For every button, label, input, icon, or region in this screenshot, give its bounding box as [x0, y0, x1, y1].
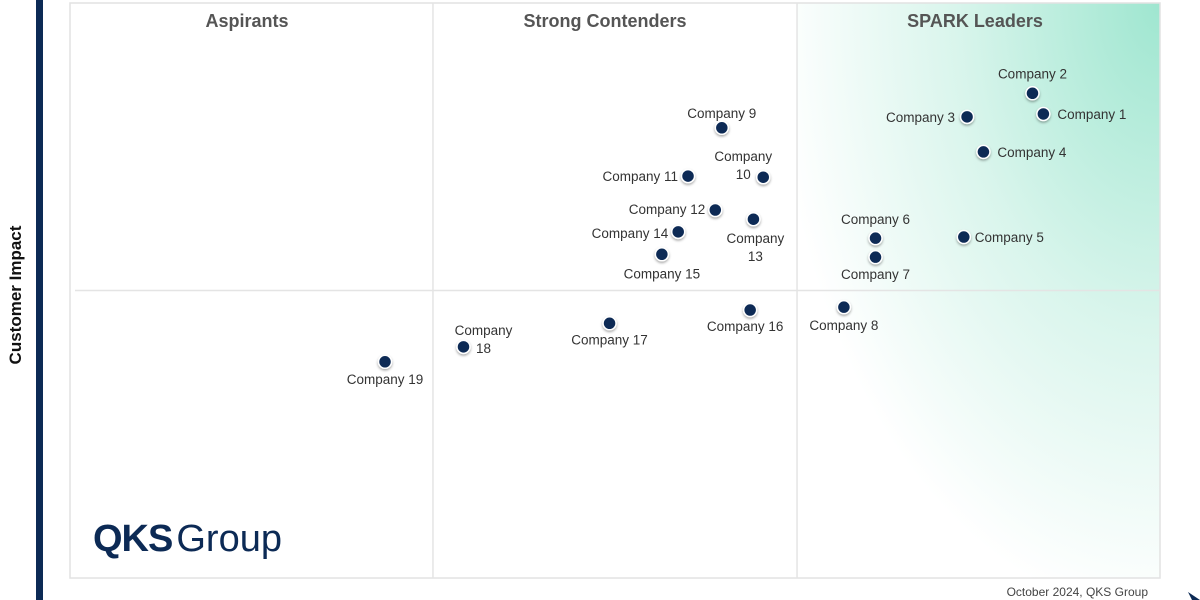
data-point-company-1[interactable]: Company 1 — [1036, 106, 1127, 122]
point-label: Company 19 — [347, 372, 424, 387]
point-marker — [680, 168, 696, 184]
data-point-company-7[interactable]: Company 7 — [841, 249, 910, 283]
point-label: Company 8 — [809, 318, 878, 333]
data-point-company-18[interactable]: Company 18 — [455, 323, 513, 356]
point-label: Company 4 — [997, 145, 1067, 160]
footer-credit: October 2024, QKS Group — [1006, 585, 1148, 599]
point-marker — [868, 230, 883, 246]
point-marker — [755, 169, 771, 185]
quadrant-title-strong-contenders: Strong Contenders — [523, 11, 686, 31]
point-marker — [976, 144, 991, 160]
data-point-company-16[interactable]: Company 16 — [707, 302, 784, 335]
data-point-company-12[interactable]: Company 12 — [629, 202, 723, 218]
point-label: Company 6 — [841, 212, 910, 227]
point-label: Company 10 — [714, 149, 772, 182]
data-point-company-3[interactable]: Company 3 — [886, 109, 975, 125]
data-point-company-4[interactable]: Company 4 — [976, 144, 1067, 160]
point-marker — [742, 302, 758, 318]
point-label: Company 2 — [998, 66, 1067, 81]
point-marker — [456, 339, 471, 355]
axis-bar — [36, 0, 43, 600]
point-marker — [1025, 86, 1040, 101]
point-label: Company 14 — [592, 226, 669, 241]
point-marker — [1036, 106, 1051, 122]
data-point-company-14[interactable]: Company 14 — [592, 224, 686, 241]
data-point-company-8[interactable]: Company 8 — [809, 299, 878, 334]
quadrant-title-spark-leaders: SPARK Leaders — [907, 11, 1043, 31]
point-label: Company 17 — [571, 332, 648, 347]
arrow-icon — [1188, 592, 1200, 600]
point-marker — [868, 249, 883, 265]
point-marker — [746, 211, 761, 227]
point-label: Company 5 — [975, 230, 1044, 245]
data-point-company-19[interactable]: Company 19 — [347, 354, 424, 387]
point-label: Company 12 — [629, 202, 706, 217]
point-marker — [714, 120, 730, 136]
point-label: Company 11 — [602, 169, 678, 184]
point-label: Company 3 — [886, 110, 955, 125]
quadrant-title-aspirants: Aspirants — [205, 11, 288, 31]
point-label: Company 1 — [1057, 107, 1126, 122]
point-marker — [377, 354, 393, 370]
point-label: Company 9 — [687, 106, 756, 121]
point-label: Company 13 — [727, 231, 785, 264]
point-marker — [956, 229, 972, 245]
point-marker — [670, 224, 686, 240]
point-marker — [836, 299, 852, 315]
point-label: Company 18 — [455, 323, 513, 356]
point-label: Company 15 — [624, 266, 701, 281]
data-point-company-13[interactable]: Company 13 — [727, 211, 785, 265]
data-point-company-9[interactable]: Company 9 — [687, 106, 756, 136]
point-marker — [654, 247, 670, 262]
point-label: Company 16 — [707, 319, 784, 334]
data-point-company-15[interactable]: Company 15 — [624, 247, 701, 282]
point-label: Company 7 — [841, 267, 910, 282]
data-point-company-6[interactable]: Company 6 — [841, 212, 910, 246]
point-marker — [959, 109, 975, 125]
point-marker — [602, 316, 617, 331]
qks-group-logo: QKS Group — [93, 518, 282, 560]
data-point-company-17[interactable]: Company 17 — [571, 316, 648, 348]
point-marker — [708, 202, 723, 218]
data-point-company-2[interactable]: Company 2 — [998, 66, 1067, 101]
data-point-company-10[interactable]: Company 10 — [714, 149, 772, 185]
data-point-company-5[interactable]: Company 5 — [956, 229, 1044, 245]
data-point-company-11[interactable]: Company 11 — [602, 168, 696, 184]
